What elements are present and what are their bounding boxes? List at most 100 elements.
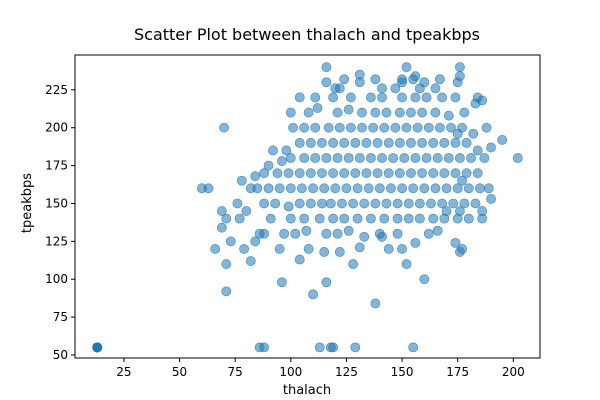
data-point [497,134,508,145]
data-point [348,259,359,269]
data-point [430,183,441,194]
x-axis-ticks: 25 50 75 100 125 150 175 200 [116,358,525,379]
data-point [443,153,454,163]
data-point [321,77,332,88]
data-point [486,194,496,204]
data-point [259,342,270,353]
data-point [305,168,316,179]
data-point [348,198,359,209]
data-point [401,62,412,73]
data-point [339,74,350,85]
data-point [381,198,392,209]
data-point [332,107,343,118]
data-point [450,237,461,248]
data-point [475,183,485,194]
data-point [441,206,452,216]
data-point [354,242,365,253]
data-point [345,92,356,103]
data-point [277,277,287,288]
data-point [421,92,432,103]
data-point [328,213,338,224]
x-tick-label: 150 [391,365,414,379]
data-point [379,122,390,133]
data-point [310,122,321,133]
data-point [274,183,285,194]
data-point [294,254,305,265]
data-point [92,342,103,353]
data-point [439,168,450,179]
data-point [370,107,381,118]
data-point [414,213,425,224]
data-point [397,244,407,254]
data-point [303,107,314,118]
data-point [308,183,318,194]
data-point [377,153,387,163]
data-point [350,168,361,179]
data-point [263,183,274,194]
x-axis-label: thalach [283,383,331,398]
data-point [410,71,421,82]
data-point [403,213,414,224]
data-point [383,244,394,254]
data-point [372,168,383,179]
data-point [354,153,365,163]
data-point [281,145,292,156]
data-point [297,183,307,194]
data-point [459,107,470,118]
data-point [472,168,483,179]
data-point [323,122,334,133]
data-point [308,289,318,300]
data-point [361,137,372,148]
data-point [394,137,405,148]
data-point [439,137,450,148]
data-point [328,137,338,148]
x-tick-label: 100 [279,365,302,379]
data-point [372,137,383,148]
data-point [483,183,494,194]
data-point [359,231,370,242]
data-point [332,228,343,239]
data-point [452,183,463,194]
data-point [412,122,423,133]
data-point [221,213,232,224]
data-point [428,213,439,224]
data-point [321,277,332,288]
data-point [332,153,343,163]
data-point [361,168,372,179]
data-point [310,92,321,103]
data-point [250,171,261,182]
data-point [357,122,367,133]
data-point [219,122,229,133]
data-point [350,137,361,148]
data-point [423,122,434,133]
data-point [408,183,419,194]
data-point [303,244,314,254]
data-point [386,183,396,194]
data-point [343,153,354,163]
data-point [321,153,332,163]
data-point [299,213,310,224]
data-point [272,168,283,179]
data-point [454,206,465,216]
data-point [512,153,523,163]
y-tick-label: 150 [45,196,68,210]
data-point [283,201,294,212]
data-point [392,198,403,209]
data-point [363,183,374,194]
data-point [406,107,416,118]
data-point [352,213,363,224]
y-tick-label: 225 [45,83,68,97]
chart-title: Scatter Plot between thalach and tpeakbp… [134,25,480,44]
data-point [486,142,496,153]
data-point [250,236,261,247]
data-point [394,168,405,179]
data-point [401,122,412,133]
data-point [368,122,379,133]
data-point [379,213,390,224]
data-point [216,206,227,216]
data-point [419,183,430,194]
data-point [394,107,405,118]
data-point [446,122,456,133]
data-point [432,225,443,236]
